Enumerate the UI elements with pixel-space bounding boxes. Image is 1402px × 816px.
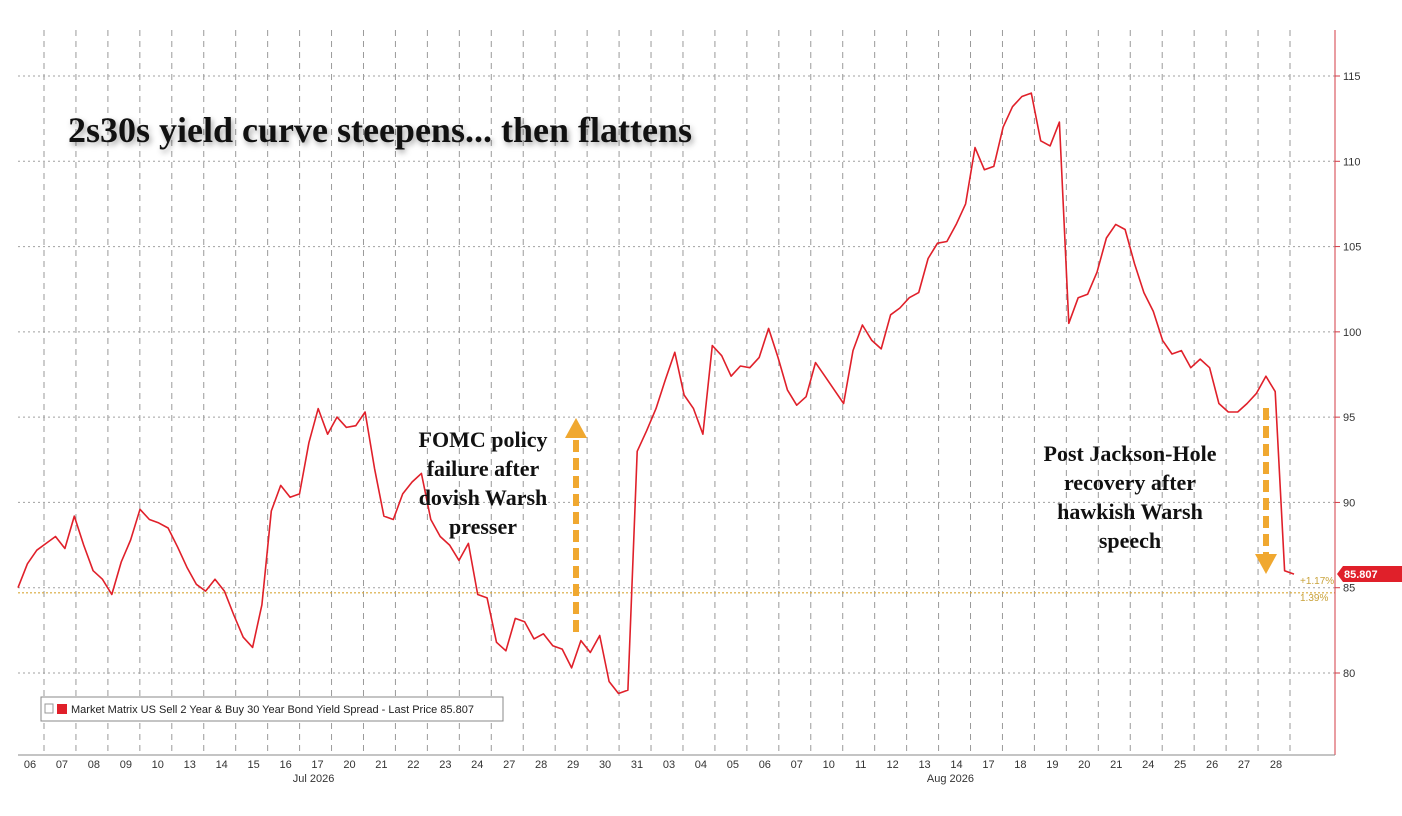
x-tick-label: 25 bbox=[1174, 759, 1186, 771]
y-tick-label: 105 bbox=[1343, 242, 1361, 254]
x-tick-label: 06 bbox=[759, 759, 771, 771]
last-price-label: 85.807 bbox=[1344, 569, 1378, 581]
x-tick-label: 20 bbox=[343, 759, 355, 771]
x-tick-label: 23 bbox=[439, 759, 451, 771]
annotation-line: presser bbox=[449, 514, 517, 539]
x-tick-label: 21 bbox=[375, 759, 387, 771]
x-tick-label: 24 bbox=[1142, 759, 1154, 771]
annotation-line: failure after bbox=[427, 456, 540, 481]
y-tick-label: 85 bbox=[1343, 583, 1355, 595]
x-tick-label: 27 bbox=[503, 759, 515, 771]
change-label: +1.17% bbox=[1300, 576, 1334, 587]
axis-group: 80 85 90 95 100 105 110 115 06 07 08 09 10 13 14 15 16 17… bbox=[18, 30, 1361, 785]
x-tick-label: 03 bbox=[663, 759, 675, 771]
chart-title: 2s30s yield curve steepens... then flatt… bbox=[68, 110, 692, 150]
y-tick-label: 95 bbox=[1343, 412, 1355, 424]
x-tick-label: 29 bbox=[567, 759, 579, 771]
annotation-line: speech bbox=[1099, 528, 1161, 553]
x-tick-label: 30 bbox=[599, 759, 611, 771]
legend-box bbox=[40, 696, 504, 722]
x-tick-label: 10 bbox=[152, 759, 164, 771]
x-tick-label: 19 bbox=[1046, 759, 1058, 771]
annotation-jackson-hole: Post Jackson-Hole recovery after hawkish W… bbox=[1044, 441, 1217, 553]
x-tick-label: 18 bbox=[1014, 759, 1026, 771]
x-tick-label: 11 bbox=[855, 759, 866, 771]
arrow-up-head bbox=[565, 418, 587, 438]
y-tick-label: 80 bbox=[1343, 668, 1355, 680]
last-price-flag bbox=[1337, 565, 1402, 582]
arrow-down-head bbox=[1255, 554, 1277, 574]
x-tick-label: 15 bbox=[248, 759, 260, 771]
x-tick-label: 05 bbox=[727, 759, 739, 771]
x-tick-label: 24 bbox=[471, 759, 483, 771]
y-tick-label: 100 bbox=[1343, 327, 1361, 339]
x-tick-label: 14 bbox=[216, 759, 228, 771]
annotation-line: Post Jackson-Hole bbox=[1044, 441, 1217, 466]
month-label: Aug 2026 bbox=[927, 773, 974, 785]
legend-toggle-icon[interactable] bbox=[44, 703, 54, 714]
annotation-line: hawkish Warsh bbox=[1057, 499, 1203, 524]
x-tick-label: 27 bbox=[1238, 759, 1250, 771]
legend-swatch bbox=[57, 704, 67, 714]
month-label: Jul 2026 bbox=[293, 773, 335, 785]
series-group bbox=[17, 92, 1295, 695]
x-tick-label: 06 bbox=[24, 759, 36, 771]
arrow-down bbox=[1255, 408, 1277, 574]
x-tick-label: 10 bbox=[823, 759, 835, 771]
legend: Market Matrix US Sell 2 Year & Buy 30 Ye… bbox=[40, 696, 504, 722]
x-tick-label: 07 bbox=[56, 759, 68, 771]
x-tick-label: 14 bbox=[950, 759, 962, 771]
x-tick-label: 28 bbox=[1270, 759, 1282, 771]
y-tick-label: 110 bbox=[1343, 156, 1361, 168]
annotation-arrows bbox=[565, 408, 1277, 632]
x-tick-label: 04 bbox=[695, 759, 707, 771]
annotation-line: recovery after bbox=[1064, 470, 1196, 495]
x-tick-label: 16 bbox=[279, 759, 291, 771]
x-tick-label: 22 bbox=[407, 759, 419, 771]
y-tick-label: 115 bbox=[1343, 71, 1361, 83]
y-tick-label: 90 bbox=[1343, 497, 1355, 509]
x-tick-label: 07 bbox=[791, 759, 803, 771]
x-tick-label: 31 bbox=[631, 759, 643, 771]
annotation-line: dovish Warsh bbox=[419, 485, 548, 510]
annotation-fomc: FOMC policy failure after dovish Warsh pres… bbox=[419, 427, 548, 539]
x-tick-label: 26 bbox=[1206, 759, 1218, 771]
last-price-tag: 85.807 +1.17% 1.39% bbox=[1300, 565, 1402, 604]
x-tick-label: 12 bbox=[886, 759, 898, 771]
x-tick-label: 09 bbox=[120, 759, 132, 771]
arrow-up bbox=[565, 418, 587, 632]
x-tick-label: 17 bbox=[982, 759, 994, 771]
legend-text: Market Matrix US Sell 2 Year & Buy 30 Ye… bbox=[71, 704, 474, 716]
series-line bbox=[17, 92, 1295, 695]
x-tick-label: 21 bbox=[1110, 759, 1122, 771]
x-tick-label: 28 bbox=[535, 759, 547, 771]
x-tick-label: 13 bbox=[184, 759, 196, 771]
ref-label: 1.39% bbox=[1300, 593, 1328, 604]
x-tick-label: 08 bbox=[88, 759, 100, 771]
annotation-line: FOMC policy bbox=[419, 427, 548, 452]
x-tick-label: 13 bbox=[918, 759, 930, 771]
x-tick-label: 20 bbox=[1078, 759, 1090, 771]
x-tick-label: 17 bbox=[311, 759, 323, 771]
